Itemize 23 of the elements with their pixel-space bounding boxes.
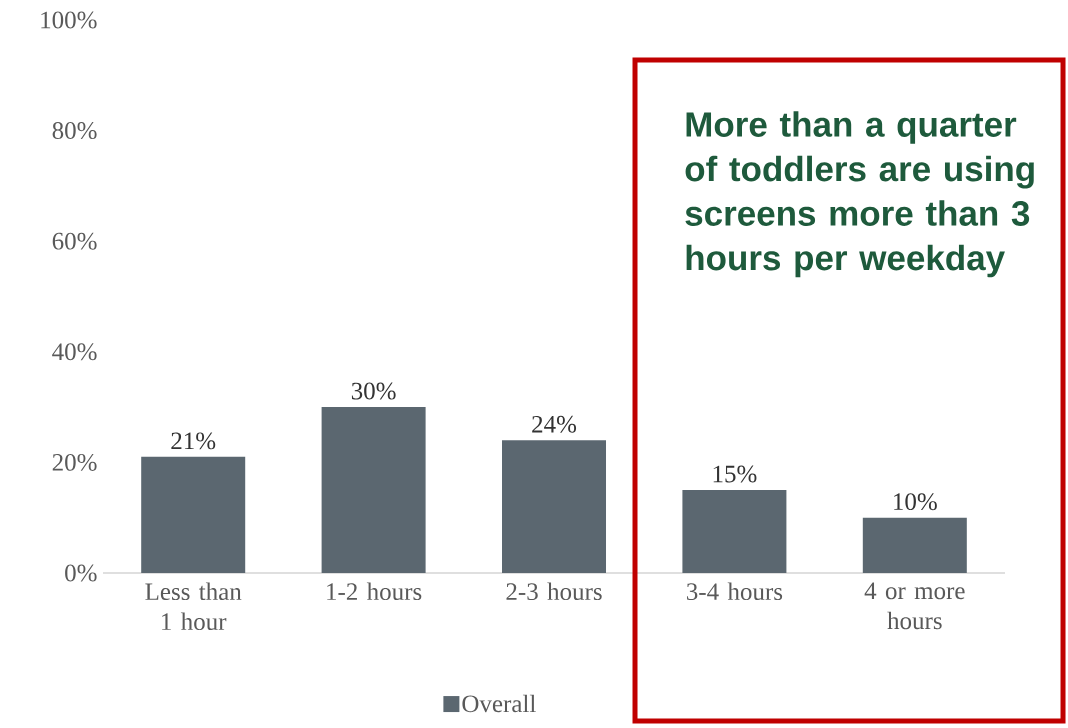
y-tick-label: 80% <box>52 122 97 140</box>
x-tick-label: 1-2 hours <box>327 582 422 601</box>
y-tick-label: 20% <box>52 453 97 471</box>
bar <box>502 440 606 573</box>
bar <box>682 490 787 573</box>
data-label: 21% <box>171 432 216 450</box>
x-tick-label: 3-4 hours <box>687 582 783 601</box>
y-tick-label: 40% <box>52 343 97 361</box>
bar <box>862 517 967 573</box>
y-tick-label: 0% <box>65 564 97 582</box>
y-tick-label: 100% <box>41 11 97 29</box>
x-tick-label: 4 or more hours <box>864 582 965 630</box>
annotation: More than a quarter of toddlers are using screens more than 3 hours per weekday <box>685 111 1034 278</box>
x-tick-label: Less than 1 hour <box>145 582 242 631</box>
data-label: 15% <box>713 465 757 483</box>
data-label: 24% <box>532 415 577 433</box>
y-tick-label: 60% <box>52 232 97 250</box>
x-tick-label: 2-3 hours <box>506 582 602 601</box>
data-label: 10% <box>894 493 937 511</box>
bar <box>141 456 246 573</box>
legend-label: Overall <box>462 694 536 713</box>
data-label: 30% <box>351 382 396 400</box>
bar <box>321 407 426 573</box>
